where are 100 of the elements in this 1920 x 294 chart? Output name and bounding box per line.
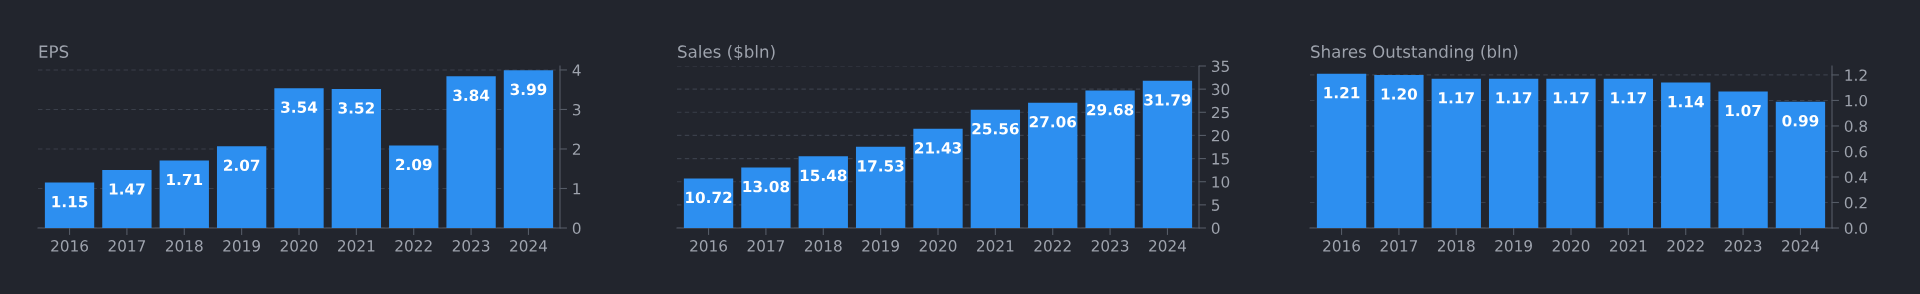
- x-tick-label: 2023: [1724, 240, 1762, 252]
- data-label: 0.99: [1782, 114, 1819, 127]
- x-tick-label: 2024: [1149, 240, 1187, 252]
- y-tick-label: 35: [1211, 60, 1229, 73]
- x-tick-label: 2016: [690, 240, 728, 252]
- x-tick-label: 2019: [862, 240, 899, 252]
- data-label: 3.99: [510, 83, 547, 96]
- bar: [102, 169, 152, 228]
- data-label: 1.17: [1611, 92, 1646, 104]
- data-label: 27.06: [1029, 116, 1077, 128]
- y-tick-label: 1: [573, 183, 581, 195]
- data-label: 1.15: [52, 196, 88, 208]
- x-tick-label: 2017: [747, 240, 785, 252]
- data-label: 17.53: [858, 160, 904, 172]
- bar: [331, 88, 382, 228]
- data-label: 1.14: [1668, 96, 1704, 108]
- x-tick-label: 2016: [51, 240, 89, 252]
- bar: [1546, 78, 1596, 228]
- data-label: 21.43: [915, 142, 961, 154]
- data-label: 29.68: [1087, 103, 1134, 116]
- x-tick-label: 2018: [1437, 240, 1475, 252]
- x-tick-label: 2020: [280, 240, 318, 252]
- x-tick-label: 2020: [919, 240, 957, 252]
- y-tick-label: 0: [572, 222, 581, 235]
- x-tick-label: 2021: [1610, 240, 1647, 252]
- y-tick-label: 0.4: [1844, 171, 1868, 183]
- data-label: 1.07: [1725, 104, 1761, 117]
- y-tick-label: 0.6: [1844, 145, 1868, 158]
- bar: [1718, 91, 1768, 228]
- bar: [1316, 73, 1367, 228]
- bar: [741, 167, 791, 228]
- bar: [1028, 102, 1078, 228]
- y-tick-label: 30: [1211, 83, 1230, 96]
- data-label: 2.07: [224, 159, 260, 172]
- y-tick-label: 0: [1211, 222, 1220, 235]
- y-tick-label: 2: [572, 143, 580, 155]
- y-tick-label: 0.2: [1844, 196, 1867, 209]
- data-label: 3.54: [281, 101, 318, 113]
- bar: [1488, 78, 1539, 228]
- data-label: 15.48: [800, 169, 847, 182]
- x-tick-label: 2022: [1034, 240, 1071, 252]
- bar: [503, 70, 554, 228]
- y-tick-label: 3: [572, 103, 581, 116]
- x-tick-label: 2018: [804, 240, 842, 252]
- chart-title: Shares Outstanding (bln): [1311, 45, 1518, 62]
- x-tick-label: 2017: [1380, 240, 1418, 252]
- data-label: 1.17: [1496, 92, 1532, 104]
- x-tick-label: 2022: [395, 240, 432, 252]
- x-tick-label: 2017: [108, 240, 146, 252]
- data-label: 1.17: [1553, 92, 1589, 104]
- bar: [1603, 78, 1654, 228]
- data-label: 1.17: [1439, 92, 1474, 104]
- bar: [1775, 101, 1826, 228]
- x-tick-label: 2021: [338, 240, 375, 252]
- data-label: 1.71: [167, 173, 203, 186]
- chart-title: EPS: [39, 45, 69, 58]
- y-tick-label: 5: [1211, 199, 1220, 211]
- y-tick-label: 15: [1212, 153, 1229, 165]
- x-tick-label: 2019: [223, 240, 260, 252]
- x-tick-label: 2022: [1667, 240, 1704, 252]
- x-tick-label: 2016: [1323, 240, 1361, 252]
- x-tick-label: 2023: [452, 240, 490, 252]
- y-tick-label: 1.2: [1845, 69, 1867, 81]
- data-label: 25.56: [972, 122, 1019, 135]
- bar: [44, 182, 95, 228]
- bar: [216, 146, 267, 228]
- bar: [159, 160, 209, 228]
- bar: [1374, 74, 1424, 228]
- x-tick-label: 2023: [1091, 240, 1129, 252]
- x-tick-label: 2018: [165, 240, 203, 252]
- y-tick-label: 25: [1211, 106, 1229, 119]
- bar: [389, 145, 439, 228]
- bar: [1661, 82, 1711, 228]
- y-tick-label: 0.8: [1844, 120, 1868, 132]
- bar: [798, 156, 848, 228]
- bar: [913, 128, 963, 228]
- data-label: 1.21: [1324, 86, 1360, 99]
- data-label: 31.79: [1144, 94, 1191, 106]
- data-label: 3.52: [338, 102, 374, 114]
- data-label: 1.47: [109, 183, 145, 195]
- data-label: 3.84: [453, 89, 490, 102]
- x-tick-label: 2021: [977, 240, 1014, 252]
- y-tick-label: 20: [1211, 129, 1230, 142]
- data-label: 13.08: [743, 180, 790, 193]
- y-tick-label: 0.0: [1844, 222, 1868, 235]
- y-tick-label: 10: [1212, 176, 1230, 188]
- data-label: 1.20: [1381, 88, 1418, 100]
- bar: [1085, 90, 1135, 228]
- bar: [446, 76, 496, 228]
- bar: [1142, 80, 1193, 228]
- data-label: 2.09: [396, 158, 432, 171]
- bar: [683, 178, 734, 228]
- bar: [274, 88, 324, 228]
- bar: [1431, 78, 1481, 228]
- x-tick-label: 2024: [510, 240, 548, 252]
- bar: [970, 109, 1021, 228]
- y-tick-label: 4: [572, 64, 581, 76]
- x-tick-label: 2019: [1495, 240, 1532, 252]
- bar: [855, 146, 906, 228]
- x-tick-label: 2020: [1552, 240, 1590, 252]
